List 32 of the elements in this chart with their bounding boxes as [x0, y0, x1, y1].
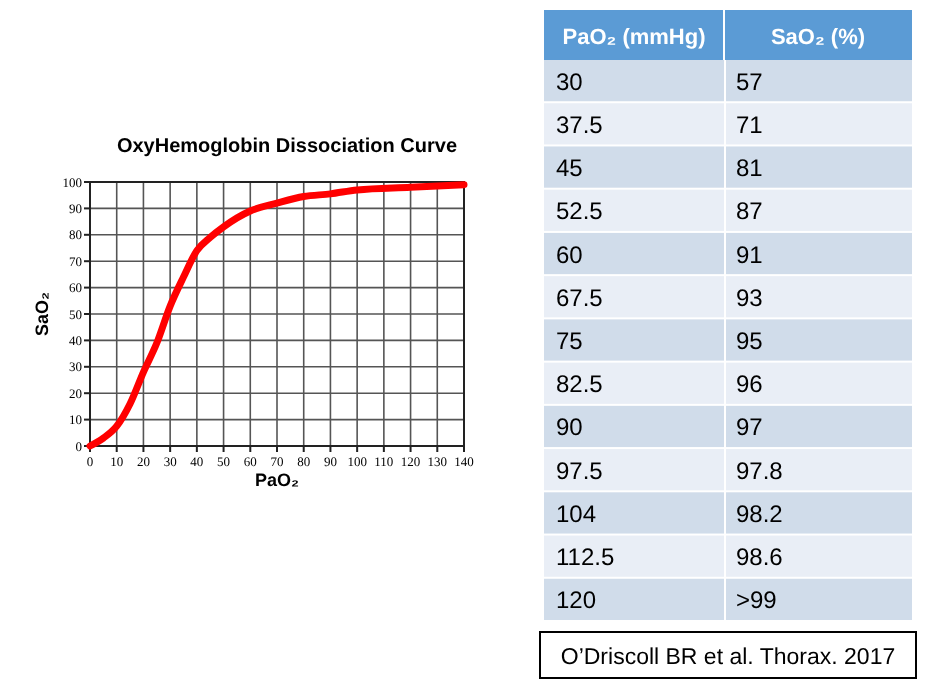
category-label: 82.5	[556, 370, 604, 399]
category-label: 52.5	[556, 197, 604, 226]
text: O’Driscoll BR et al. Thorax. 2017	[560, 646, 896, 670]
category-label: 104	[556, 499, 597, 528]
category-label: 90	[556, 413, 584, 442]
text: 71	[736, 110, 763, 139]
y-axis-title: SaO₂	[32, 291, 52, 337]
text: 98.2	[736, 499, 783, 528]
text: PaO₂ (mmHg)	[562, 26, 707, 50]
text: 95	[736, 327, 763, 355]
text: 93	[736, 283, 763, 312]
category-label: 75	[556, 327, 584, 355]
chart-title: OxyHemoglobin Dissociation Curve	[116, 136, 458, 158]
category-label: 45	[556, 154, 584, 183]
x-axis-title: PaO₂	[254, 470, 300, 490]
text: >99	[736, 586, 777, 615]
text: 98.6	[736, 543, 783, 572]
text: 96	[736, 370, 763, 399]
text: SaO₂ (%)	[770, 26, 866, 50]
category-label: 97.5	[556, 456, 604, 485]
category-label: 60	[556, 240, 584, 269]
category-label: 30	[556, 67, 584, 96]
text: 81	[736, 154, 763, 183]
category-label: 37.5	[556, 110, 604, 139]
category-label: 67.5	[556, 283, 604, 312]
text: 57	[736, 67, 763, 96]
text: 91	[736, 240, 763, 269]
text: 97.8	[736, 456, 783, 485]
text: 97	[736, 413, 763, 442]
text: 87	[736, 197, 763, 226]
category-label: 112.5	[556, 543, 615, 572]
category-label: 120	[556, 586, 597, 615]
